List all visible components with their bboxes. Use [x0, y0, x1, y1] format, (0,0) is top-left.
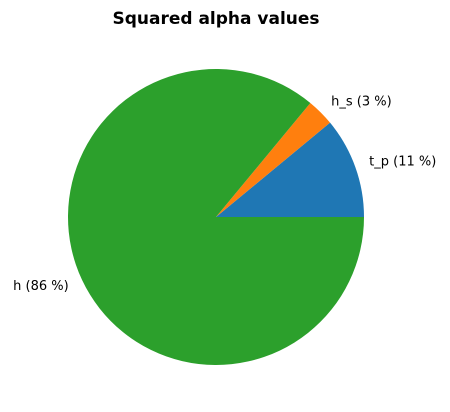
pie-slice	[216, 102, 331, 217]
pie-slice	[68, 68, 365, 365]
slice-label: h (86 %)	[13, 279, 69, 294]
chart-title: Squared alpha values	[112, 9, 319, 29]
slice-label: h_s (3 %)	[331, 94, 392, 109]
pie-slice	[216, 122, 364, 217]
slice-label: t_p (11 %)	[369, 154, 436, 169]
